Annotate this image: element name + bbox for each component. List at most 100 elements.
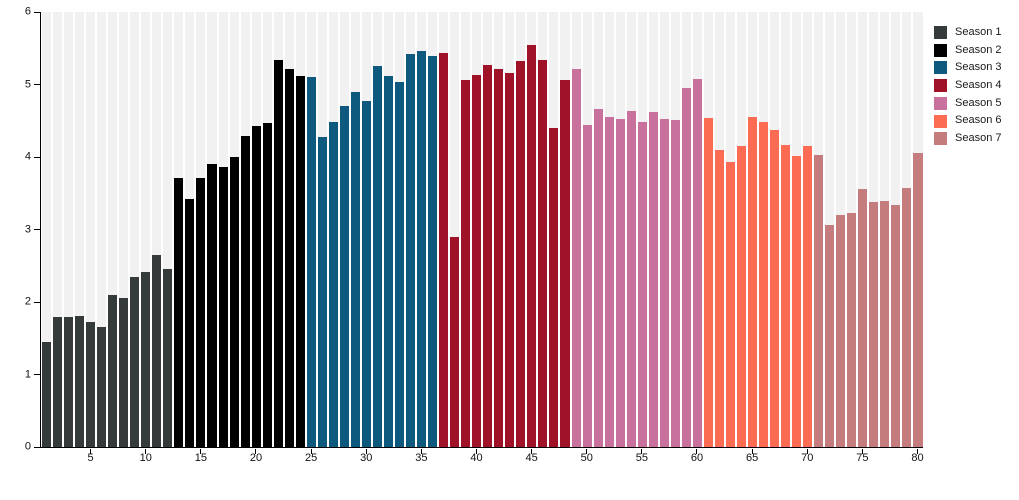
episode-41-bar	[483, 64, 493, 447]
y-axis-tick-label: 0	[24, 440, 31, 453]
episode-31-bar	[372, 65, 382, 447]
x-axis-tick-mark	[916, 449, 918, 454]
legend-label: Season 4	[955, 79, 1002, 92]
bar-background-stripe	[64, 12, 74, 447]
bar-slot	[582, 12, 593, 447]
episode-47-bar	[549, 128, 559, 447]
x-axis-tick-label: 50	[580, 452, 593, 464]
bar-slot	[74, 12, 85, 447]
x-axis-tick-mark	[255, 449, 257, 454]
bar-slot	[306, 12, 317, 447]
bar-slot	[780, 12, 791, 447]
episode-67-bar	[770, 130, 780, 447]
x-axis-tick-label: 35	[415, 452, 428, 464]
legend-item-season-7: Season 7	[934, 132, 1002, 146]
bar-slot	[692, 12, 703, 447]
episode-6-bar	[97, 326, 107, 447]
bar-slot	[184, 12, 195, 447]
x-axis-tick-label: 55	[635, 452, 648, 464]
episode-4-bar	[75, 315, 85, 447]
episode-15-bar	[196, 178, 206, 447]
episode-36-bar	[428, 56, 438, 447]
bar-slot	[703, 12, 714, 447]
bar-slot	[206, 12, 217, 447]
episode-10-bar	[141, 271, 151, 447]
legend-swatch-icon	[934, 132, 947, 146]
bar-slot	[736, 12, 747, 447]
episode-35-bar	[417, 51, 427, 447]
y-axis-tick-mark	[34, 229, 40, 230]
legend-swatch-icon	[934, 79, 947, 93]
x-axis-tick-mark	[531, 449, 533, 454]
bar-slot	[615, 12, 626, 447]
episode-75-bar	[858, 188, 868, 447]
episode-33-bar	[395, 82, 405, 447]
episode-52-bar	[604, 117, 614, 447]
episode-28-bar	[339, 106, 349, 447]
bar-background-stripe	[141, 12, 151, 447]
bar-slot	[813, 12, 824, 447]
bar-background-stripe	[450, 12, 460, 447]
x-axis-tick-label: 40	[470, 452, 483, 464]
bar-slot	[460, 12, 471, 447]
bar-slot	[251, 12, 262, 447]
y-axis-tick-mark	[34, 156, 40, 158]
bar-slot	[626, 12, 637, 447]
episode-25-bar	[306, 77, 316, 447]
bar-slot	[416, 12, 427, 447]
legend-item-season-1: Season 1	[934, 26, 1001, 40]
episode-59-bar	[681, 88, 691, 447]
bar-slot	[339, 12, 350, 447]
episode-64-bar	[736, 146, 746, 447]
bar-slot	[802, 12, 813, 447]
bar-slot	[107, 12, 118, 447]
y-axis-tick-label: 4	[24, 150, 31, 163]
bar-slot	[637, 12, 648, 447]
episode-55-bar	[637, 122, 647, 447]
episode-1-bar	[42, 341, 52, 447]
episode-54-bar	[626, 110, 636, 447]
bar-slot	[52, 12, 63, 447]
legend-swatch-icon	[934, 114, 947, 128]
bar-slot	[571, 12, 582, 447]
bar-slot	[317, 12, 328, 447]
x-axis-tick-label: 45	[525, 452, 538, 464]
episode-22-bar	[273, 59, 283, 447]
x-axis-tick-mark	[806, 449, 808, 454]
bar-slot	[195, 12, 206, 447]
episode-27-bar	[328, 122, 338, 447]
episode-62-bar	[714, 149, 724, 447]
bar-background-stripe	[53, 12, 63, 447]
y-axis-tick-mark	[34, 84, 40, 85]
bar-slot	[725, 12, 736, 447]
bar-slot	[173, 12, 184, 447]
y-axis-tick-mark	[34, 446, 40, 448]
bar-background-stripe	[75, 12, 85, 447]
episode-3-bar	[64, 316, 74, 447]
x-axis-tick-label: 15	[194, 452, 207, 464]
legend-label: Season 3	[955, 61, 1002, 74]
x-axis-tick-mark	[641, 449, 643, 454]
bar-slot	[427, 12, 438, 447]
episode-44-bar	[516, 61, 526, 447]
bar-slot	[648, 12, 659, 447]
episode-9-bar	[130, 276, 140, 447]
bar-slot	[273, 12, 284, 447]
bar-slot	[240, 12, 251, 447]
x-axis-tick-label: 20	[249, 452, 263, 464]
legend-swatch-icon	[934, 26, 947, 40]
legend-label: Season 7	[955, 132, 1002, 145]
episode-42-bar	[494, 69, 504, 447]
episode-2-bar	[53, 317, 63, 447]
x-axis-tick-mark	[365, 449, 367, 454]
bar-slot	[85, 12, 96, 447]
episode-78-bar	[891, 204, 901, 447]
episode-79-bar	[902, 188, 912, 447]
bar-slot	[901, 12, 912, 447]
x-axis-tick-mark	[145, 449, 147, 454]
bar-background-stripe	[97, 12, 107, 447]
legend-label: Season 5	[955, 96, 1002, 109]
episode-14-bar	[185, 199, 195, 447]
episode-58-bar	[670, 120, 680, 447]
x-axis-tick-label: 5	[87, 452, 94, 464]
